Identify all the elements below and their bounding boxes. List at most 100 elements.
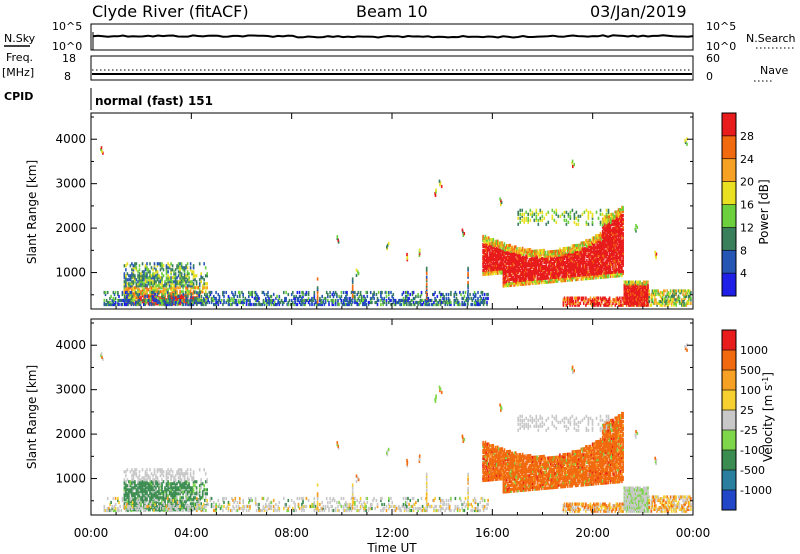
power-cell bbox=[585, 251, 587, 255]
power-cell bbox=[155, 286, 157, 290]
power-cell bbox=[642, 287, 645, 291]
power-cell bbox=[651, 298, 654, 302]
power-cell bbox=[494, 265, 497, 269]
power-cell bbox=[645, 280, 647, 284]
power-cell bbox=[588, 242, 590, 246]
power-cell bbox=[603, 231, 605, 235]
power-cell bbox=[365, 302, 367, 307]
power-cell bbox=[340, 300, 343, 305]
power-cell bbox=[574, 268, 577, 272]
power-cell bbox=[626, 300, 629, 304]
power-cell bbox=[191, 300, 194, 305]
power-cell bbox=[155, 294, 158, 299]
power-cell bbox=[639, 292, 641, 297]
power-cell bbox=[149, 262, 151, 266]
power-cell bbox=[686, 142, 688, 146]
power-cell bbox=[195, 286, 198, 290]
power-cell bbox=[173, 284, 175, 288]
power-cell bbox=[591, 270, 594, 274]
velocity-cell bbox=[149, 496, 151, 500]
power-cell bbox=[647, 289, 649, 293]
power-cell bbox=[629, 294, 631, 298]
power-cell bbox=[434, 290, 436, 295]
power-cell bbox=[332, 302, 335, 307]
velocity-cell bbox=[129, 484, 132, 488]
power-cell bbox=[174, 268, 177, 272]
power-cell bbox=[563, 261, 566, 265]
power-cell bbox=[290, 292, 293, 297]
power-cell bbox=[425, 270, 428, 274]
power-cell bbox=[676, 300, 679, 304]
power-cell bbox=[141, 294, 144, 298]
power-cell bbox=[193, 290, 196, 295]
power-cell bbox=[499, 261, 501, 265]
power-cell bbox=[164, 280, 166, 284]
power-cell bbox=[524, 262, 526, 266]
power-cell bbox=[667, 303, 670, 307]
power-cell bbox=[293, 296, 295, 301]
power-cell bbox=[629, 303, 631, 307]
power-cell bbox=[599, 249, 602, 253]
power-cell bbox=[620, 252, 622, 256]
power-cell bbox=[270, 302, 273, 307]
power-cell bbox=[605, 255, 607, 259]
power-cell bbox=[504, 252, 507, 256]
power-cell bbox=[599, 259, 602, 263]
power-cell bbox=[483, 250, 485, 254]
power-cell bbox=[145, 300, 147, 305]
power-cell bbox=[613, 274, 615, 278]
power-cell bbox=[383, 296, 386, 301]
power-cell bbox=[612, 242, 614, 246]
power-cell bbox=[616, 216, 619, 220]
power-cell bbox=[539, 271, 542, 275]
power-cell bbox=[617, 268, 620, 272]
power-cell bbox=[134, 286, 136, 290]
power-cell bbox=[609, 234, 612, 239]
power-cell bbox=[462, 296, 465, 301]
power-cell bbox=[138, 298, 141, 303]
power-cell bbox=[398, 298, 400, 303]
power-cell bbox=[551, 272, 553, 276]
power-cell bbox=[490, 264, 492, 268]
power-cell bbox=[324, 296, 327, 301]
power-cell bbox=[294, 298, 296, 303]
power-cell bbox=[599, 208, 602, 212]
power-cell bbox=[578, 251, 580, 255]
power-cell bbox=[445, 300, 448, 305]
power-cell bbox=[548, 250, 551, 254]
power-cell bbox=[516, 265, 518, 269]
power-cell bbox=[573, 216, 576, 220]
power-cell bbox=[539, 263, 542, 267]
power-cell bbox=[363, 302, 365, 307]
power-cell bbox=[596, 238, 598, 242]
velocity-cell bbox=[140, 482, 142, 486]
power-cell bbox=[527, 276, 530, 280]
power-cell bbox=[520, 272, 523, 276]
power-cell bbox=[380, 290, 382, 295]
velocity-cell bbox=[149, 476, 151, 480]
power-cell bbox=[650, 300, 653, 304]
power-cell bbox=[541, 253, 543, 257]
power-cell bbox=[586, 249, 588, 253]
power-cell bbox=[209, 292, 212, 297]
power-cell bbox=[591, 222, 594, 226]
power-cell bbox=[623, 294, 626, 298]
power-cell bbox=[609, 220, 612, 225]
power-cell bbox=[661, 298, 664, 302]
power-cell bbox=[546, 266, 549, 270]
power-cell bbox=[614, 270, 616, 274]
power-cell bbox=[534, 257, 536, 261]
power-cell bbox=[406, 298, 408, 303]
power-cell bbox=[537, 277, 540, 281]
power-cell bbox=[617, 238, 620, 242]
power-cell bbox=[511, 277, 514, 281]
power-cell bbox=[487, 270, 490, 274]
power-cell bbox=[329, 290, 331, 295]
power-cell bbox=[170, 292, 172, 296]
power-cell bbox=[528, 276, 531, 280]
power-cell bbox=[583, 253, 586, 257]
power-cell bbox=[134, 298, 136, 302]
power-cell bbox=[579, 267, 581, 271]
power-cell bbox=[548, 268, 551, 272]
power-cell bbox=[165, 282, 168, 286]
